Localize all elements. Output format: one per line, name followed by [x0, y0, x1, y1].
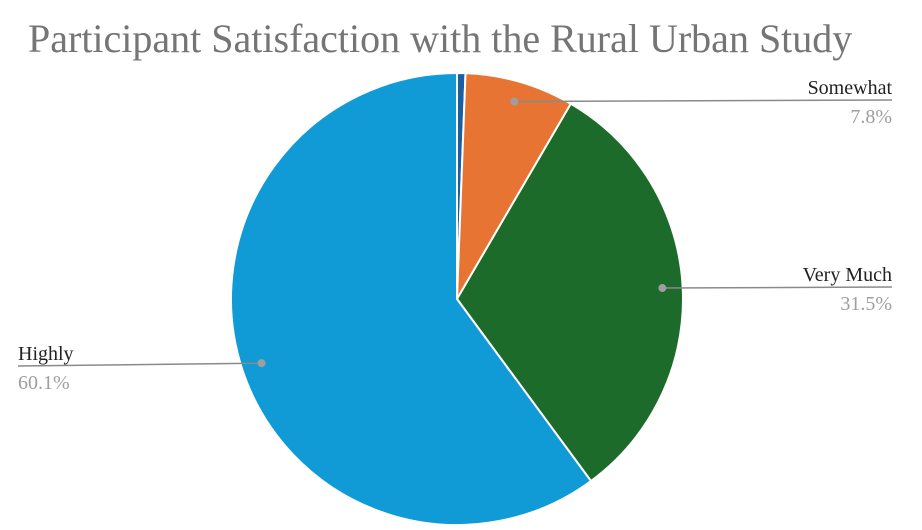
leader-line-highly [17, 362, 262, 367]
leader-dot-somewhat [510, 97, 519, 106]
pie-labels: Somewhat 7.8% Very Much 31.5% Highly 60.1% [17, 77, 893, 394]
slice-percent-highly: 60.1% [18, 372, 70, 394]
slice-label-somewhat: Somewhat [808, 77, 893, 99]
pie-slice-highly [230, 71, 593, 526]
slice-label-very-much: Very Much [803, 264, 892, 286]
leader-dot-very-much [658, 284, 667, 293]
leader-line-very-much [662, 286, 893, 289]
chart-title: Participant Satisfaction with the Rural … [28, 16, 852, 61]
leader-line-somewhat [514, 99, 893, 103]
slice-percent-very-much: 31.5% [840, 293, 892, 315]
pie-slice-somewhat [456, 72, 573, 300]
slice-percent-somewhat: 7.8% [850, 106, 892, 128]
leader-dot-highly [257, 359, 266, 368]
slice-label-highly: Highly [18, 343, 74, 365]
pie-slice-very-much [455, 102, 685, 483]
pie-slices [230, 71, 685, 526]
